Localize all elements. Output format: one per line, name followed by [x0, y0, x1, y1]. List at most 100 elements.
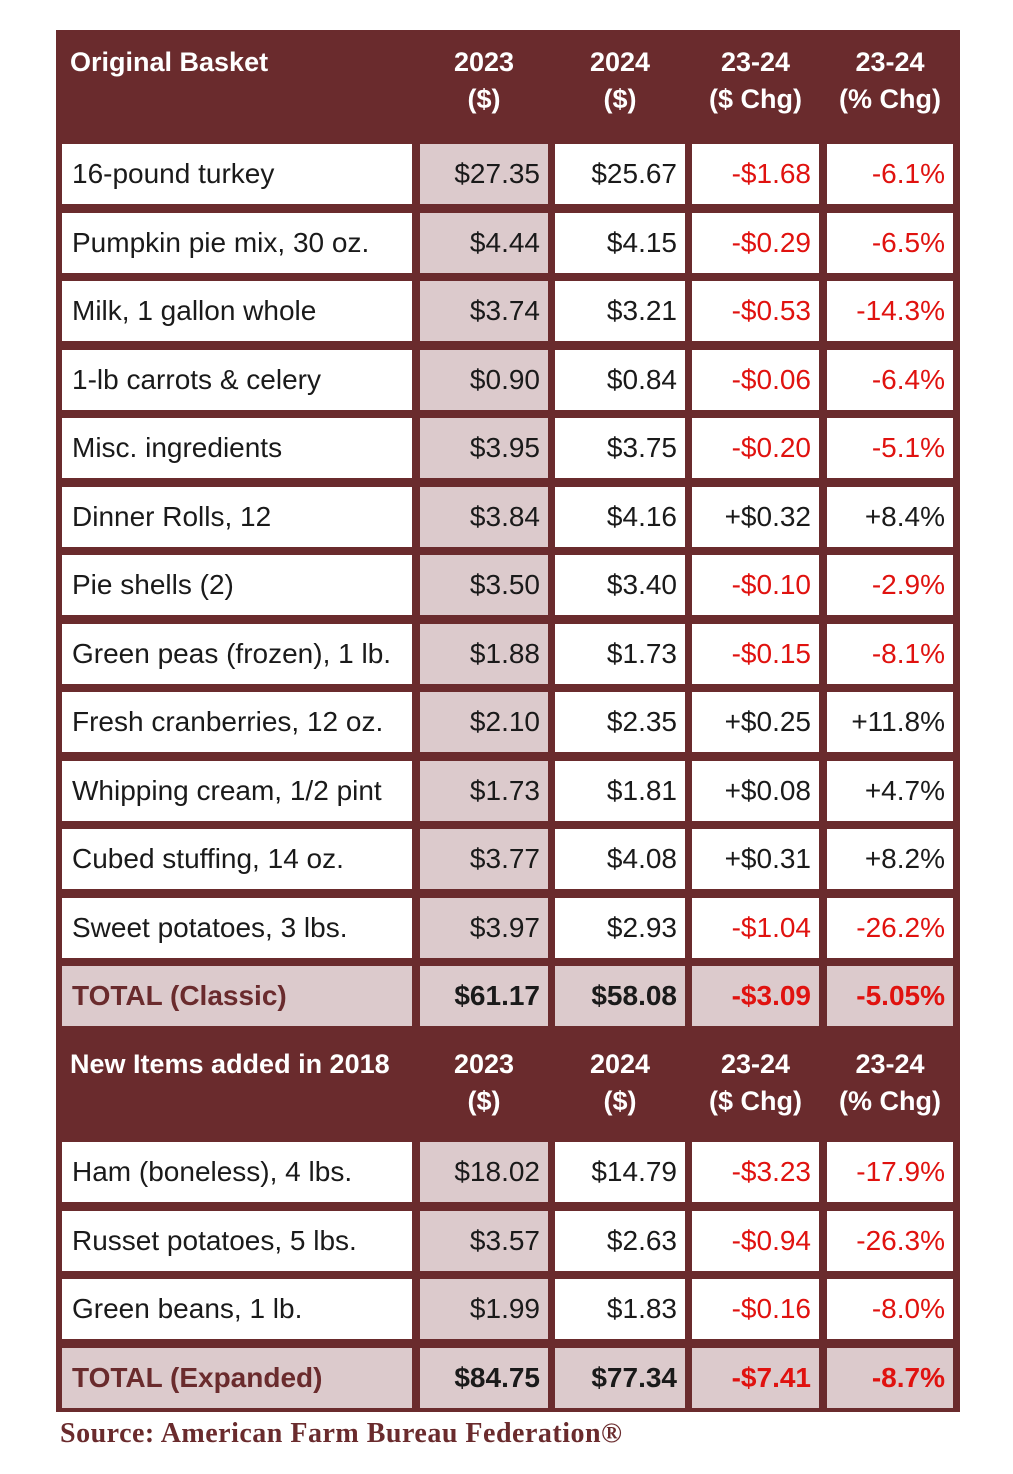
cell-dollar-chg: +$0.08	[692, 760, 819, 821]
cell-item: Cubed stuffing, 14 oz.	[62, 829, 412, 889]
header-line: Original Basket	[70, 47, 269, 77]
cell-pct-chg: -26.2%	[827, 897, 953, 958]
cell-y2024: $2.35	[555, 692, 685, 752]
cell-item: Pumpkin pie mix, 30 oz.	[62, 212, 412, 273]
cell-item: 1-lb carrots & celery	[62, 349, 412, 410]
cell-y2024: $4.16	[555, 486, 685, 547]
cell-y2023: $3.74	[420, 281, 548, 341]
cell-y2023: $2.10	[420, 692, 548, 752]
header-line: (% Chg)	[839, 84, 941, 114]
cell-pct-chg: -17.9%	[827, 1142, 953, 1202]
cell-y2023: $3.95	[420, 418, 548, 478]
total-dollar-chg: -$7.41	[692, 1347, 819, 1408]
cell-dollar-chg: +$0.31	[692, 829, 819, 889]
cell-pct-chg: -6.5%	[827, 212, 953, 273]
header-line: 23-24	[855, 47, 925, 77]
cell-y2024: $2.93	[555, 897, 685, 958]
cell-pct-chg: -6.1%	[827, 144, 953, 204]
header-item: New Items added in 2018	[70, 1046, 390, 1083]
cell-y2023: $3.84	[420, 486, 548, 547]
cell-dollar-chg: -$0.53	[692, 281, 819, 341]
cell-y2023: $1.73	[420, 760, 548, 821]
cell-pct-chg: +11.8%	[827, 692, 953, 752]
cell-pct-chg: +8.4%	[827, 486, 953, 547]
cell-dollar-chg: -$0.16	[692, 1279, 819, 1339]
cell-y2023: $1.99	[420, 1279, 548, 1339]
cell-y2024: $25.67	[555, 144, 685, 204]
header-line: 2024	[589, 47, 651, 77]
cell-item: Green beans, 1 lb.	[62, 1279, 412, 1339]
cell-dollar-chg: -$0.29	[692, 212, 819, 273]
cell-item: Misc. ingredients	[62, 418, 412, 478]
cell-y2024: $1.73	[555, 623, 685, 684]
cell-pct-chg: -14.3%	[827, 281, 953, 341]
cell-pct-chg: -2.9%	[827, 555, 953, 615]
cell-y2023: $3.50	[420, 555, 548, 615]
header-pct-chg: 23-24 (% Chg)	[827, 44, 953, 118]
total-item: TOTAL (Classic)	[62, 966, 412, 1026]
cell-y2024: $3.40	[555, 555, 685, 615]
cell-dollar-chg: -$1.04	[692, 897, 819, 958]
cell-pct-chg: -8.1%	[827, 623, 953, 684]
cell-dollar-chg: -$1.68	[692, 144, 819, 204]
cell-item: 16-pound turkey	[62, 144, 412, 204]
header-line: 2024	[589, 1049, 651, 1079]
cell-dollar-chg: -$0.06	[692, 349, 819, 410]
cell-item: Ham (boneless), 4 lbs.	[62, 1142, 412, 1202]
cell-item: Whipping cream, 1/2 pint	[62, 760, 412, 821]
cell-y2024: $4.15	[555, 212, 685, 273]
total-y2024: $77.34	[555, 1347, 685, 1408]
cell-item: Dinner Rolls, 12	[62, 486, 412, 547]
cell-y2023: $3.97	[420, 897, 548, 958]
cell-dollar-chg: -$0.94	[692, 1210, 819, 1271]
price-table-frame: Original Basket 2023 ($) 2024 ($) 23-24 ($ Chg…	[56, 30, 960, 1412]
header-line: ($)	[467, 84, 501, 114]
cell-item: Pie shells (2)	[62, 555, 412, 615]
header-pct-chg: 23-24 (% Chg)	[827, 1046, 953, 1120]
total-dollar-chg: -$3.09	[692, 966, 819, 1026]
total-item: TOTAL (Expanded)	[62, 1347, 412, 1408]
cell-y2023: $3.77	[420, 829, 548, 889]
header-line: ($)	[467, 1086, 501, 1116]
header-line: ($)	[603, 84, 637, 114]
header-dollar-chg: 23-24 ($ Chg)	[692, 1046, 819, 1120]
header-line: ($ Chg)	[709, 84, 802, 114]
source-caption: Source: American Farm Bureau Federation®	[60, 1418, 623, 1449]
cell-y2023: $3.57	[420, 1210, 548, 1271]
cell-pct-chg: +4.7%	[827, 760, 953, 821]
cell-y2024: $0.84	[555, 349, 685, 410]
cell-y2023: $4.44	[420, 212, 548, 273]
cell-y2024: $1.81	[555, 760, 685, 821]
cell-y2023: $0.90	[420, 349, 548, 410]
cell-y2024: $4.08	[555, 829, 685, 889]
header-line: ($)	[603, 1086, 637, 1116]
header-line: 23-24	[855, 1049, 925, 1079]
header-line: 23-24	[720, 1049, 791, 1079]
cell-item: Sweet potatoes, 3 lbs.	[62, 897, 412, 958]
cell-y2024: $1.83	[555, 1279, 685, 1339]
header-line: New Items added in 2018	[70, 1049, 390, 1079]
header-item: Original Basket	[70, 44, 268, 81]
cell-y2023: $18.02	[420, 1142, 548, 1202]
cell-item: Green peas (frozen), 1 lb.	[62, 623, 412, 684]
cell-pct-chg: -8.0%	[827, 1279, 953, 1339]
total-y2024: $58.08	[555, 966, 685, 1026]
cell-item: Russet potatoes, 5 lbs.	[62, 1210, 412, 1271]
cell-dollar-chg: -$0.20	[692, 418, 819, 478]
cell-pct-chg: +8.2%	[827, 829, 953, 889]
header-line: 2023	[453, 1049, 515, 1079]
cell-y2024: $3.21	[555, 281, 685, 341]
cell-item: Milk, 1 gallon whole	[62, 281, 412, 341]
header-dollar-chg: 23-24 ($ Chg)	[692, 44, 819, 118]
total-pct-chg: -5.05%	[827, 966, 953, 1026]
header-y2024: 2024 ($)	[555, 44, 685, 118]
cell-y2024: $3.75	[555, 418, 685, 478]
cell-item: Fresh cranberries, 12 oz.	[62, 692, 412, 752]
header-line: 23-24	[720, 47, 791, 77]
cell-dollar-chg: -$0.10	[692, 555, 819, 615]
cell-pct-chg: -6.4%	[827, 349, 953, 410]
header-line: (% Chg)	[839, 1086, 941, 1116]
total-pct-chg: -8.7%	[827, 1347, 953, 1408]
cell-y2023: $1.88	[420, 623, 548, 684]
cell-y2024: $14.79	[555, 1142, 685, 1202]
